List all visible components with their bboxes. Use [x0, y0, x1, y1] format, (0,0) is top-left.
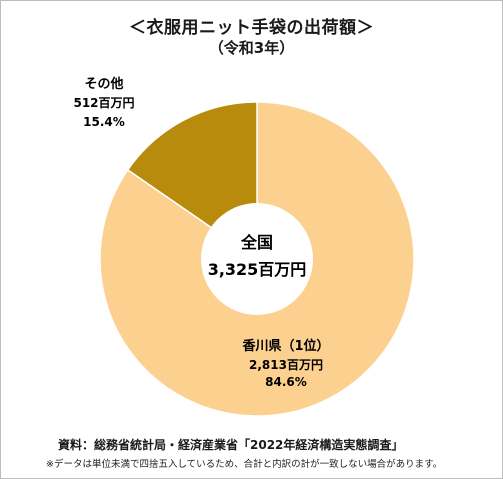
slice-label-percent-other: 15.4%: [83, 115, 125, 129]
chart-title: ＜衣服用ニット手袋の出荷額＞: [129, 18, 374, 38]
slice-label-name-other: その他: [84, 76, 123, 92]
donut-hole: [201, 203, 313, 315]
slice-label-percent-kagawa: 84.6%: [265, 375, 307, 389]
slice-label-value-kagawa: 2,813百万円: [249, 358, 323, 372]
chart-subtitle: （令和3年）: [208, 39, 295, 57]
slice-label-value-other: 512百万円: [73, 96, 134, 110]
footnote-text: ※データは単位未満で四捨五入しているため、合計と内訳の計が一致しない場合がありま…: [46, 459, 443, 470]
center-label-line2: 3,325百万円: [208, 260, 307, 279]
center-label-line1: 全国: [240, 233, 273, 252]
slice-label-name-kagawa: 香川県（1位）: [241, 338, 329, 354]
source-text: 資料：総務省統計局・経済産業省「2022年経済構造実態調査」: [58, 438, 404, 452]
